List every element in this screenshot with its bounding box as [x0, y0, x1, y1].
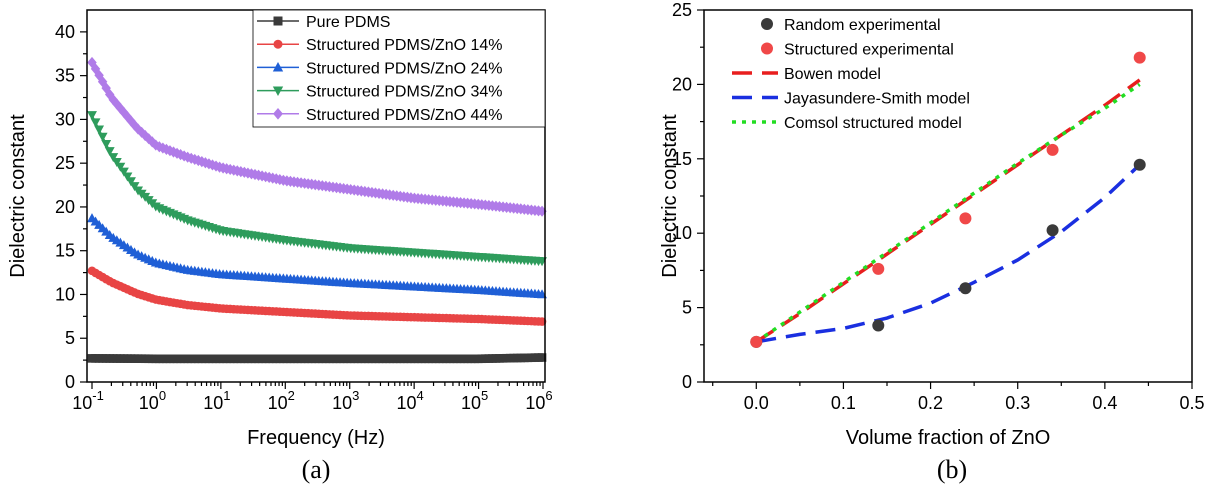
chart-b-ylabel: Dielectric constant	[659, 114, 681, 278]
x-tick-label: 106	[525, 388, 552, 413]
legend-label: Pure PDMS	[306, 14, 390, 31]
chart-a-ylabel: Dielectric constant	[7, 114, 29, 278]
x-tick-label: 102	[268, 388, 295, 413]
data-point	[1134, 52, 1146, 64]
chart-b-ticks: 0 5 10 15 20 25 0.0 0.1 0.2 0.3 0.4 0.5	[672, 0, 1205, 413]
legend-label: Structured PDMS/ZnO 34%	[306, 84, 503, 101]
y-tick-label: 25	[672, 0, 692, 20]
legend-item-bowen-model: Bowen model	[732, 66, 881, 83]
x-tick-exponent: 0	[159, 388, 166, 403]
y-tick-label: 20	[55, 197, 75, 217]
y-tick-label: 40	[55, 22, 75, 42]
legend-marker	[274, 40, 283, 49]
data-point	[959, 282, 971, 294]
data-point	[750, 336, 762, 348]
data-point	[1134, 159, 1146, 171]
legend-label: Structured PDMS/ZnO 14%	[306, 37, 503, 54]
data-point	[1047, 144, 1059, 156]
x-tick-label: 0.1	[831, 393, 856, 413]
y-tick-label: 10	[55, 284, 75, 304]
x-tick-exponent: 1	[223, 388, 230, 403]
legend-item-structured-experimental: Structured experimental	[761, 42, 954, 59]
x-tick-exponent: 3	[352, 388, 359, 403]
y-tick-label: 15	[55, 241, 75, 261]
y-tick-label: 30	[55, 109, 75, 129]
data-point	[872, 319, 884, 331]
y-tick-label: 25	[55, 153, 75, 173]
chart-b-panel-label: (b)	[937, 455, 967, 484]
x-tick-label: 10-1	[72, 388, 104, 413]
data-point	[1047, 224, 1059, 236]
y-tick-label: 0	[65, 372, 75, 392]
legend-label: Structured PDMS/ZnO 24%	[306, 60, 503, 77]
data-point	[872, 263, 884, 275]
series-structured-pdms-zno-34	[87, 111, 547, 266]
x-tick-label: 101	[203, 388, 230, 413]
chart-a-panel-label: (a)	[302, 455, 331, 484]
series-jayasundere-smith-model	[756, 165, 1139, 342]
y-tick-label: 35	[55, 66, 75, 86]
x-tick-label: 103	[332, 388, 359, 413]
chart-b-frame	[704, 10, 1192, 382]
chart-b-legend: Random experimental Structured experiment…	[732, 17, 970, 132]
data-point	[959, 212, 971, 224]
legend-marker	[761, 43, 773, 55]
y-tick-label: 0	[682, 372, 692, 392]
x-tick-exponent: 5	[481, 388, 488, 403]
legend-item-comsol-structured-model: Comsol structured model	[732, 115, 962, 132]
x-tick-label: 105	[461, 388, 488, 413]
legend-label: Structured experimental	[784, 42, 954, 59]
legend-label: Jayasundere-Smith model	[784, 91, 970, 108]
chart-a-xlabel: Frequency (Hz)	[247, 427, 385, 449]
series-structured-pdms-zno-14	[88, 267, 547, 326]
legend-label: Comsol structured model	[784, 115, 962, 132]
chart-b: 05101520250.0 0.1 0.2 0.3 0.4 0.5 Random expe…	[659, 0, 1205, 484]
series-pure-pdms	[88, 353, 547, 363]
chart-a-legend: Pure PDMS Structured PDMS/ZnO 14% Structur…	[253, 10, 545, 127]
legend-marker	[274, 17, 283, 26]
y-tick-label: 20	[672, 74, 692, 94]
legend-item-random-experimental: Random experimental	[761, 17, 941, 34]
x-tick-label: 0.4	[1092, 393, 1117, 413]
x-tick-exponent: 4	[417, 388, 424, 403]
x-tick-label: 0.0	[744, 393, 769, 413]
x-tick-label: 0.2	[918, 393, 943, 413]
x-tick-exponent: 6	[545, 388, 552, 403]
x-tick-label: 0.5	[1179, 393, 1204, 413]
legend-item-jayasundere-smith-model: Jayasundere-Smith model	[732, 91, 970, 108]
legend-marker	[761, 18, 773, 30]
x-tick-exponent: 2	[288, 388, 295, 403]
chart-b-xlabel: Volume fraction of ZnO	[846, 427, 1051, 449]
x-tick-label: 0.3	[1005, 393, 1030, 413]
legend-label: Random experimental	[784, 17, 941, 34]
y-tick-label: 5	[682, 298, 692, 318]
series-random-experimental	[750, 159, 1145, 348]
x-tick-label: 104	[397, 388, 424, 413]
x-tick-exponent: -1	[92, 388, 104, 403]
legend-label: Structured PDMS/ZnO 44%	[306, 107, 503, 124]
x-tick-label: 100	[139, 388, 166, 413]
y-tick-label: 5	[65, 328, 75, 348]
legend-label: Bowen model	[784, 66, 881, 83]
series-line-jayasundere-smith-model	[756, 165, 1139, 342]
